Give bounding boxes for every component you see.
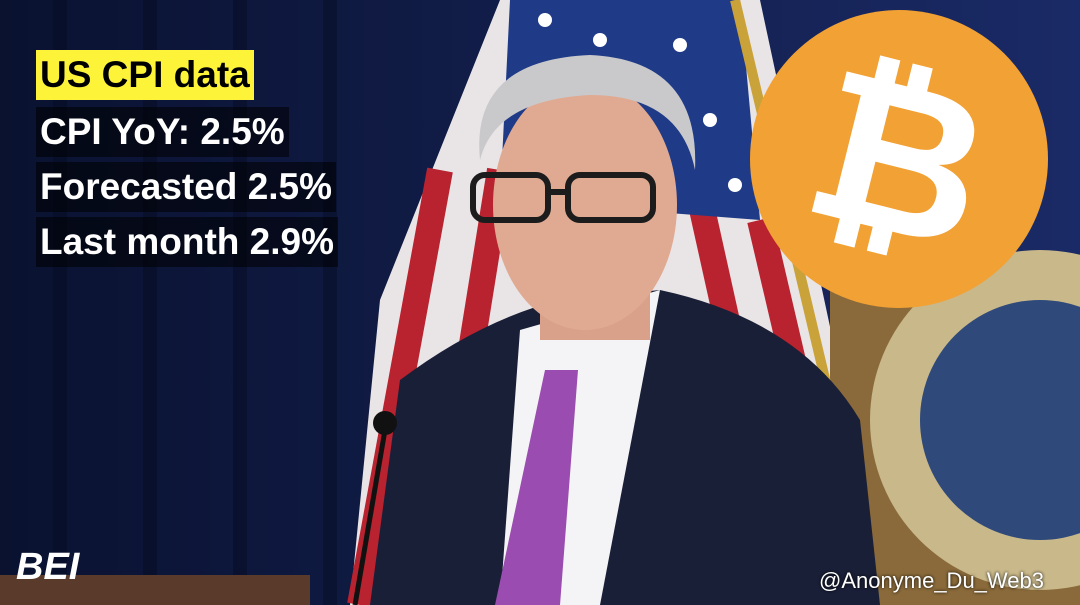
headline-line: CPI YoY: 2.5% bbox=[36, 107, 289, 157]
headline-line: Last month 2.9% bbox=[36, 217, 338, 267]
bitcoin-logo: ₿ bbox=[750, 10, 1048, 308]
headline-line: Forecasted 2.5% bbox=[36, 162, 337, 212]
brand-logo: BEI bbox=[16, 546, 80, 588]
bitcoin-symbol: ₿ bbox=[787, 23, 1011, 294]
watermark: @Anonyme_Du_Web3 bbox=[819, 568, 1044, 593]
headline-title: US CPI data bbox=[36, 50, 254, 100]
